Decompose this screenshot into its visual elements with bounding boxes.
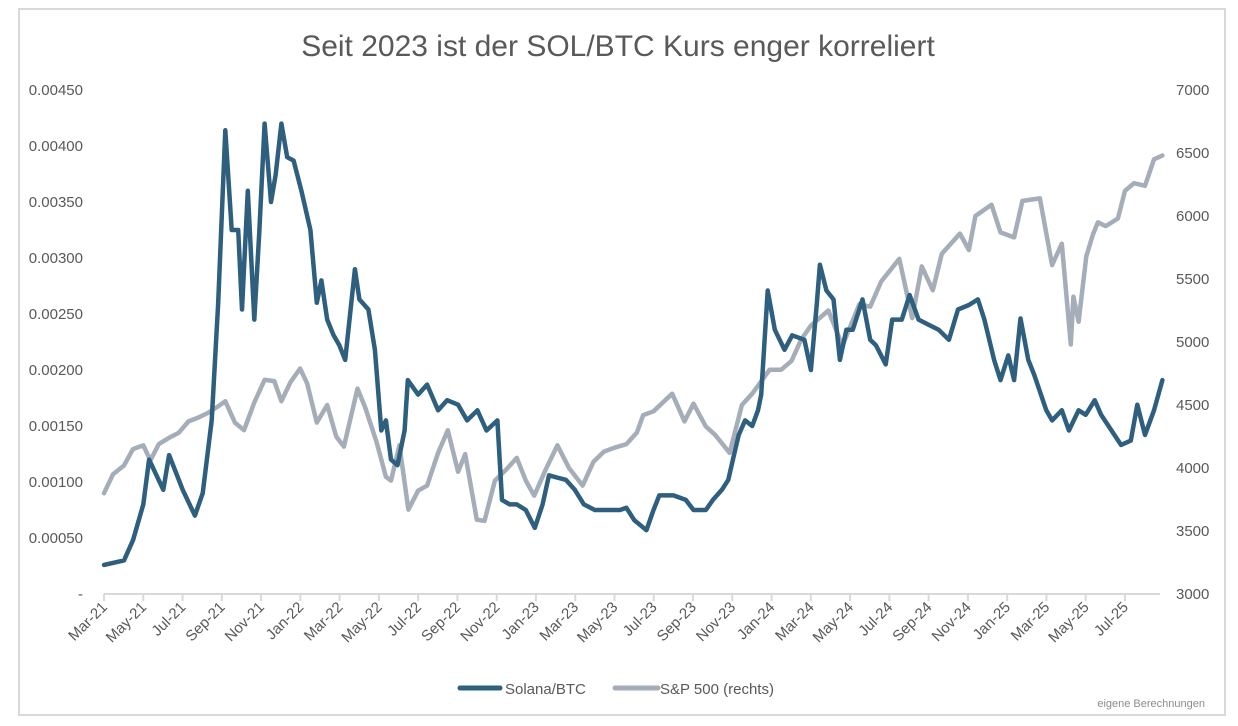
y-axis-right: 3000 3500 4000 4500 5000 5500 6000 6500 7000 [1176,82,1209,603]
x-tick-label: Nov-21 [222,599,268,645]
y-left-tick-label: 0.00200 [29,362,83,379]
x-tick-label: Jan-22 [263,599,307,643]
x-tick-label: Jul-25 [1091,599,1132,640]
y-right-tick-label: 4000 [1176,460,1209,477]
x-tick-label: Mar-24 [772,599,818,645]
y-left-tick-label: 0.00100 [29,474,83,491]
y-left-tick-label: 0.00450 [29,82,83,99]
y-right-tick-label: 7000 [1176,82,1209,99]
x-tick-label: Mar-25 [1008,599,1054,645]
legend-label-sp500: S&P 500 (rechts) [660,681,774,698]
y-right-tick-label: 5500 [1176,271,1209,288]
x-tick-label: May-21 [103,599,150,646]
y-right-tick-label: 5000 [1176,334,1209,351]
series-line-sp500 [101,153,1165,524]
x-tick-label: Jan-24 [734,599,778,643]
y-left-tick-label: - [78,586,83,603]
x-tick-label: Sep-24 [889,599,935,645]
x-tick-label: Mar-22 [301,599,347,645]
y-left-tick-label: 0.00350 [29,194,83,211]
x-tick-label: May-22 [338,599,385,646]
chart-frame [18,8,1226,716]
y-left-tick-label: 0.00400 [29,138,83,155]
legend: Solana/BTC S&P 500 (rechts) [457,681,774,698]
x-tick-label: May-25 [1045,599,1092,646]
y-left-tick-label: 0.00250 [29,306,83,323]
x-tick-label: Mar-23 [536,599,582,645]
series-line-solana-btc [101,121,1165,568]
x-tick-label: Jan-25 [970,599,1014,643]
y-right-tick-label: 3000 [1176,586,1209,603]
x-tick-label: May-23 [574,599,621,646]
y-right-tick-label: 6000 [1176,208,1209,225]
source-note: eigene Berechnungen [1097,698,1205,710]
x-tick-label: Nov-22 [457,599,503,645]
y-right-tick-label: 6500 [1176,145,1209,162]
chart-title: Seit 2023 ist der SOL/BTC Kurs enger kor… [301,30,935,63]
x-tick-label: Sep-23 [654,599,700,645]
y-left-tick-label: 0.00050 [29,530,83,547]
y-axis-left: - 0.00050 0.00100 0.00150 0.00200 0.00250 0.00… [29,82,83,603]
x-tick-label: May-24 [810,599,857,646]
legend-label-solana-btc: Solana/BTC [505,681,586,698]
x-tick-label: Nov-24 [929,599,975,645]
x-tick-label: Sep-21 [182,599,228,645]
x-tick-label: Mar-21 [65,599,111,645]
x-tick-label: Nov-23 [693,599,739,645]
y-left-tick-label: 0.00300 [29,250,83,267]
y-right-tick-label: 4500 [1176,397,1209,414]
y-right-tick-label: 3500 [1176,523,1209,540]
x-tick-label: Sep-22 [418,599,464,645]
x-tick-label: Jan-23 [498,599,542,643]
y-left-tick-label: 0.00150 [29,418,83,435]
plot-area [101,121,1165,568]
x-axis: Mar-21May-21Jul-21Sep-21Nov-21Jan-22Mar-… [65,594,1132,646]
